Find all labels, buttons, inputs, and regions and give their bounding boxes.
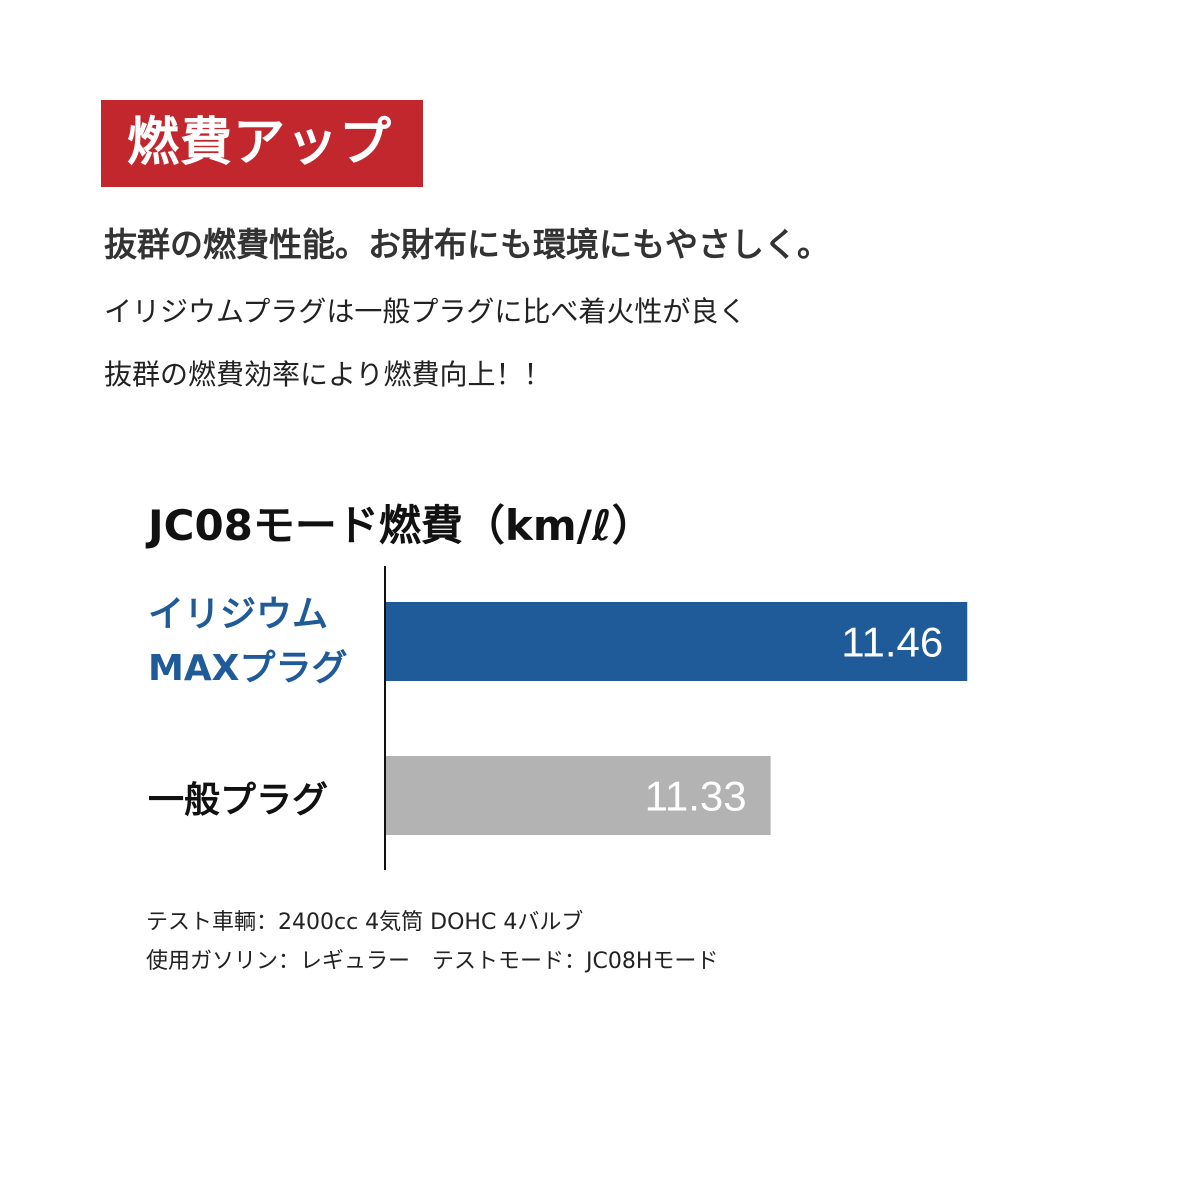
category-label-iridium: イリジウム MAXプラグ [148, 588, 347, 696]
bar-1 [385, 602, 968, 681]
category-label-line: 一般プラグ [148, 780, 329, 821]
test-note-1: テスト車輌：2400cc 4気筒 DOHC 4バルブ [146, 910, 584, 935]
bar-2 [385, 756, 771, 835]
test-note-2: 使用ガソリン：レギュラー テストモード：JC08Hモード [146, 949, 719, 974]
section-badge: 燃費アップ [101, 100, 423, 187]
category-label-standard: 一般プラグ [148, 774, 328, 828]
body-text-line-2: 抜群の燃費効率により燃費向上！！ [104, 358, 552, 391]
category-label-line: イリジウム [148, 594, 329, 635]
bar-value-label: 11.46 [841, 619, 943, 666]
bar-value-label: 11.33 [645, 773, 747, 820]
chart-title: JC08モード燃費（km/ℓ） [148, 501, 654, 550]
body-text-line-1: イリジウムプラグは一般プラグに比べ着火性が良く [104, 295, 747, 328]
category-label-line: MAXプラグ [148, 648, 348, 689]
headline: 抜群の燃費性能。お財布にも環境にもやさしく。 [104, 225, 830, 264]
